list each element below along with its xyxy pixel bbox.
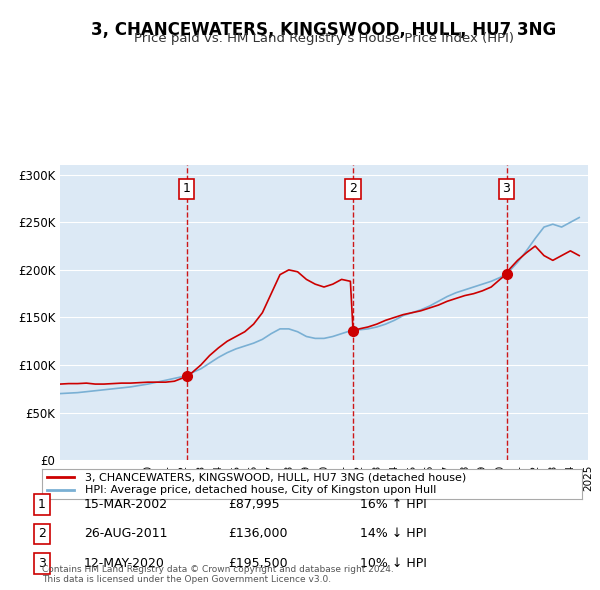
Text: 1: 1 bbox=[38, 498, 46, 511]
Text: HPI: Average price, detached house, City of Kingston upon Hull: HPI: Average price, detached house, City… bbox=[85, 486, 437, 495]
Text: 2: 2 bbox=[349, 182, 357, 195]
Text: 10% ↓ HPI: 10% ↓ HPI bbox=[360, 557, 427, 570]
Text: £136,000: £136,000 bbox=[228, 527, 287, 540]
Text: £87,995: £87,995 bbox=[228, 498, 280, 511]
Text: 16% ↑ HPI: 16% ↑ HPI bbox=[360, 498, 427, 511]
Text: 2: 2 bbox=[38, 527, 46, 540]
Text: 3: 3 bbox=[38, 557, 46, 570]
Text: 15-MAR-2002: 15-MAR-2002 bbox=[84, 498, 168, 511]
Text: 3, CHANCEWATERS, KINGSWOOD, HULL, HU7 3NG (detached house): 3, CHANCEWATERS, KINGSWOOD, HULL, HU7 3N… bbox=[85, 473, 466, 482]
Text: £195,500: £195,500 bbox=[228, 557, 287, 570]
Text: 26-AUG-2011: 26-AUG-2011 bbox=[84, 527, 167, 540]
Text: Contains HM Land Registry data © Crown copyright and database right 2024.
This d: Contains HM Land Registry data © Crown c… bbox=[42, 565, 394, 584]
Text: 12-MAY-2020: 12-MAY-2020 bbox=[84, 557, 165, 570]
Text: 3: 3 bbox=[503, 182, 511, 195]
Text: 1: 1 bbox=[183, 182, 191, 195]
Text: 14% ↓ HPI: 14% ↓ HPI bbox=[360, 527, 427, 540]
Text: Price paid vs. HM Land Registry's House Price Index (HPI): Price paid vs. HM Land Registry's House … bbox=[134, 32, 514, 45]
Text: 3, CHANCEWATERS, KINGSWOOD, HULL, HU7 3NG: 3, CHANCEWATERS, KINGSWOOD, HULL, HU7 3N… bbox=[91, 21, 557, 39]
